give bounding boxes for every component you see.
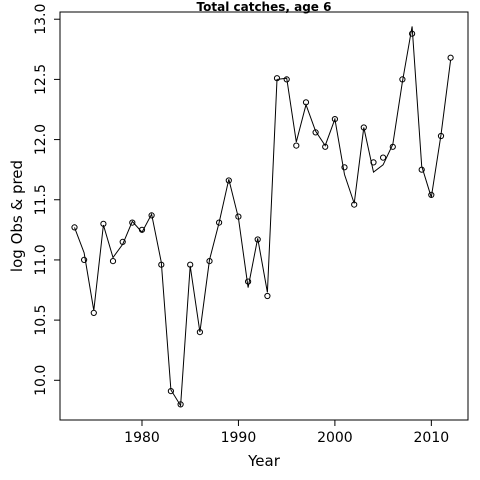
y-tick-label: 10.0: [33, 365, 49, 396]
y-tick-label: 11.0: [33, 244, 49, 275]
observed-point: [187, 261, 194, 268]
observed-point: [322, 143, 329, 150]
observed-point: [399, 76, 406, 83]
y-axis-label: log Obs & pred: [8, 160, 26, 272]
observed-point: [216, 219, 223, 226]
x-tick-label: 1990: [221, 430, 257, 446]
observed-point: [158, 261, 165, 268]
observed-point: [264, 292, 271, 300]
observed-point: [428, 191, 435, 198]
observed-point: [167, 388, 174, 395]
observed-point: [293, 142, 300, 149]
observed-point: [206, 258, 213, 265]
x-tick-label: 1980: [124, 430, 160, 446]
observed-point: [196, 329, 203, 336]
observed-point: [90, 309, 97, 316]
observed-point: [437, 132, 445, 140]
observed-point: [389, 143, 396, 150]
y-tick-label: 10.5: [33, 305, 49, 336]
y-tick-label: 11.5: [33, 184, 49, 215]
observed-point: [177, 401, 184, 408]
x-tick-label: 2010: [414, 430, 450, 446]
observed-point: [418, 166, 425, 173]
observed-point: [225, 177, 232, 184]
x-tick-label: 2000: [317, 430, 353, 446]
observed-point: [273, 75, 281, 82]
observed-point: [81, 256, 88, 263]
observed-point: [138, 226, 146, 233]
observed-point: [302, 99, 310, 106]
observed-point: [109, 258, 117, 265]
observed-point: [129, 219, 136, 226]
observed-point: [235, 213, 242, 220]
observed-point: [351, 201, 358, 208]
predicted-line: [74, 26, 452, 408]
observed-point: [254, 236, 261, 243]
plot-area: [59, 11, 469, 421]
observed-point: [380, 154, 387, 161]
observed-point: [312, 129, 319, 136]
observed-point: [360, 124, 367, 131]
y-tick-label: 12.0: [33, 124, 49, 155]
series-layer: [71, 26, 454, 408]
y-tick-label: 13.0: [33, 4, 49, 35]
observed-point: [148, 212, 155, 219]
y-axis: 10.0 10.5 11.0 11.5 12.0 12.5 13.0: [33, 4, 60, 396]
observed-point: [341, 164, 348, 171]
observed-point: [71, 224, 78, 231]
observed-point: [283, 76, 290, 83]
observed-point: [409, 30, 416, 37]
observed-point: [100, 220, 107, 227]
y-tick-label: 12.5: [33, 64, 49, 95]
x-axis-label: Year: [247, 452, 281, 470]
chart-title: Total catches, age 6: [197, 0, 332, 14]
observed-point: [447, 54, 454, 61]
observed-point: [331, 116, 338, 123]
x-axis: 1980 1990 2000 2010: [124, 420, 449, 446]
observed-point: [119, 238, 126, 245]
observed-point: [370, 159, 377, 166]
observed-point: [245, 278, 252, 285]
